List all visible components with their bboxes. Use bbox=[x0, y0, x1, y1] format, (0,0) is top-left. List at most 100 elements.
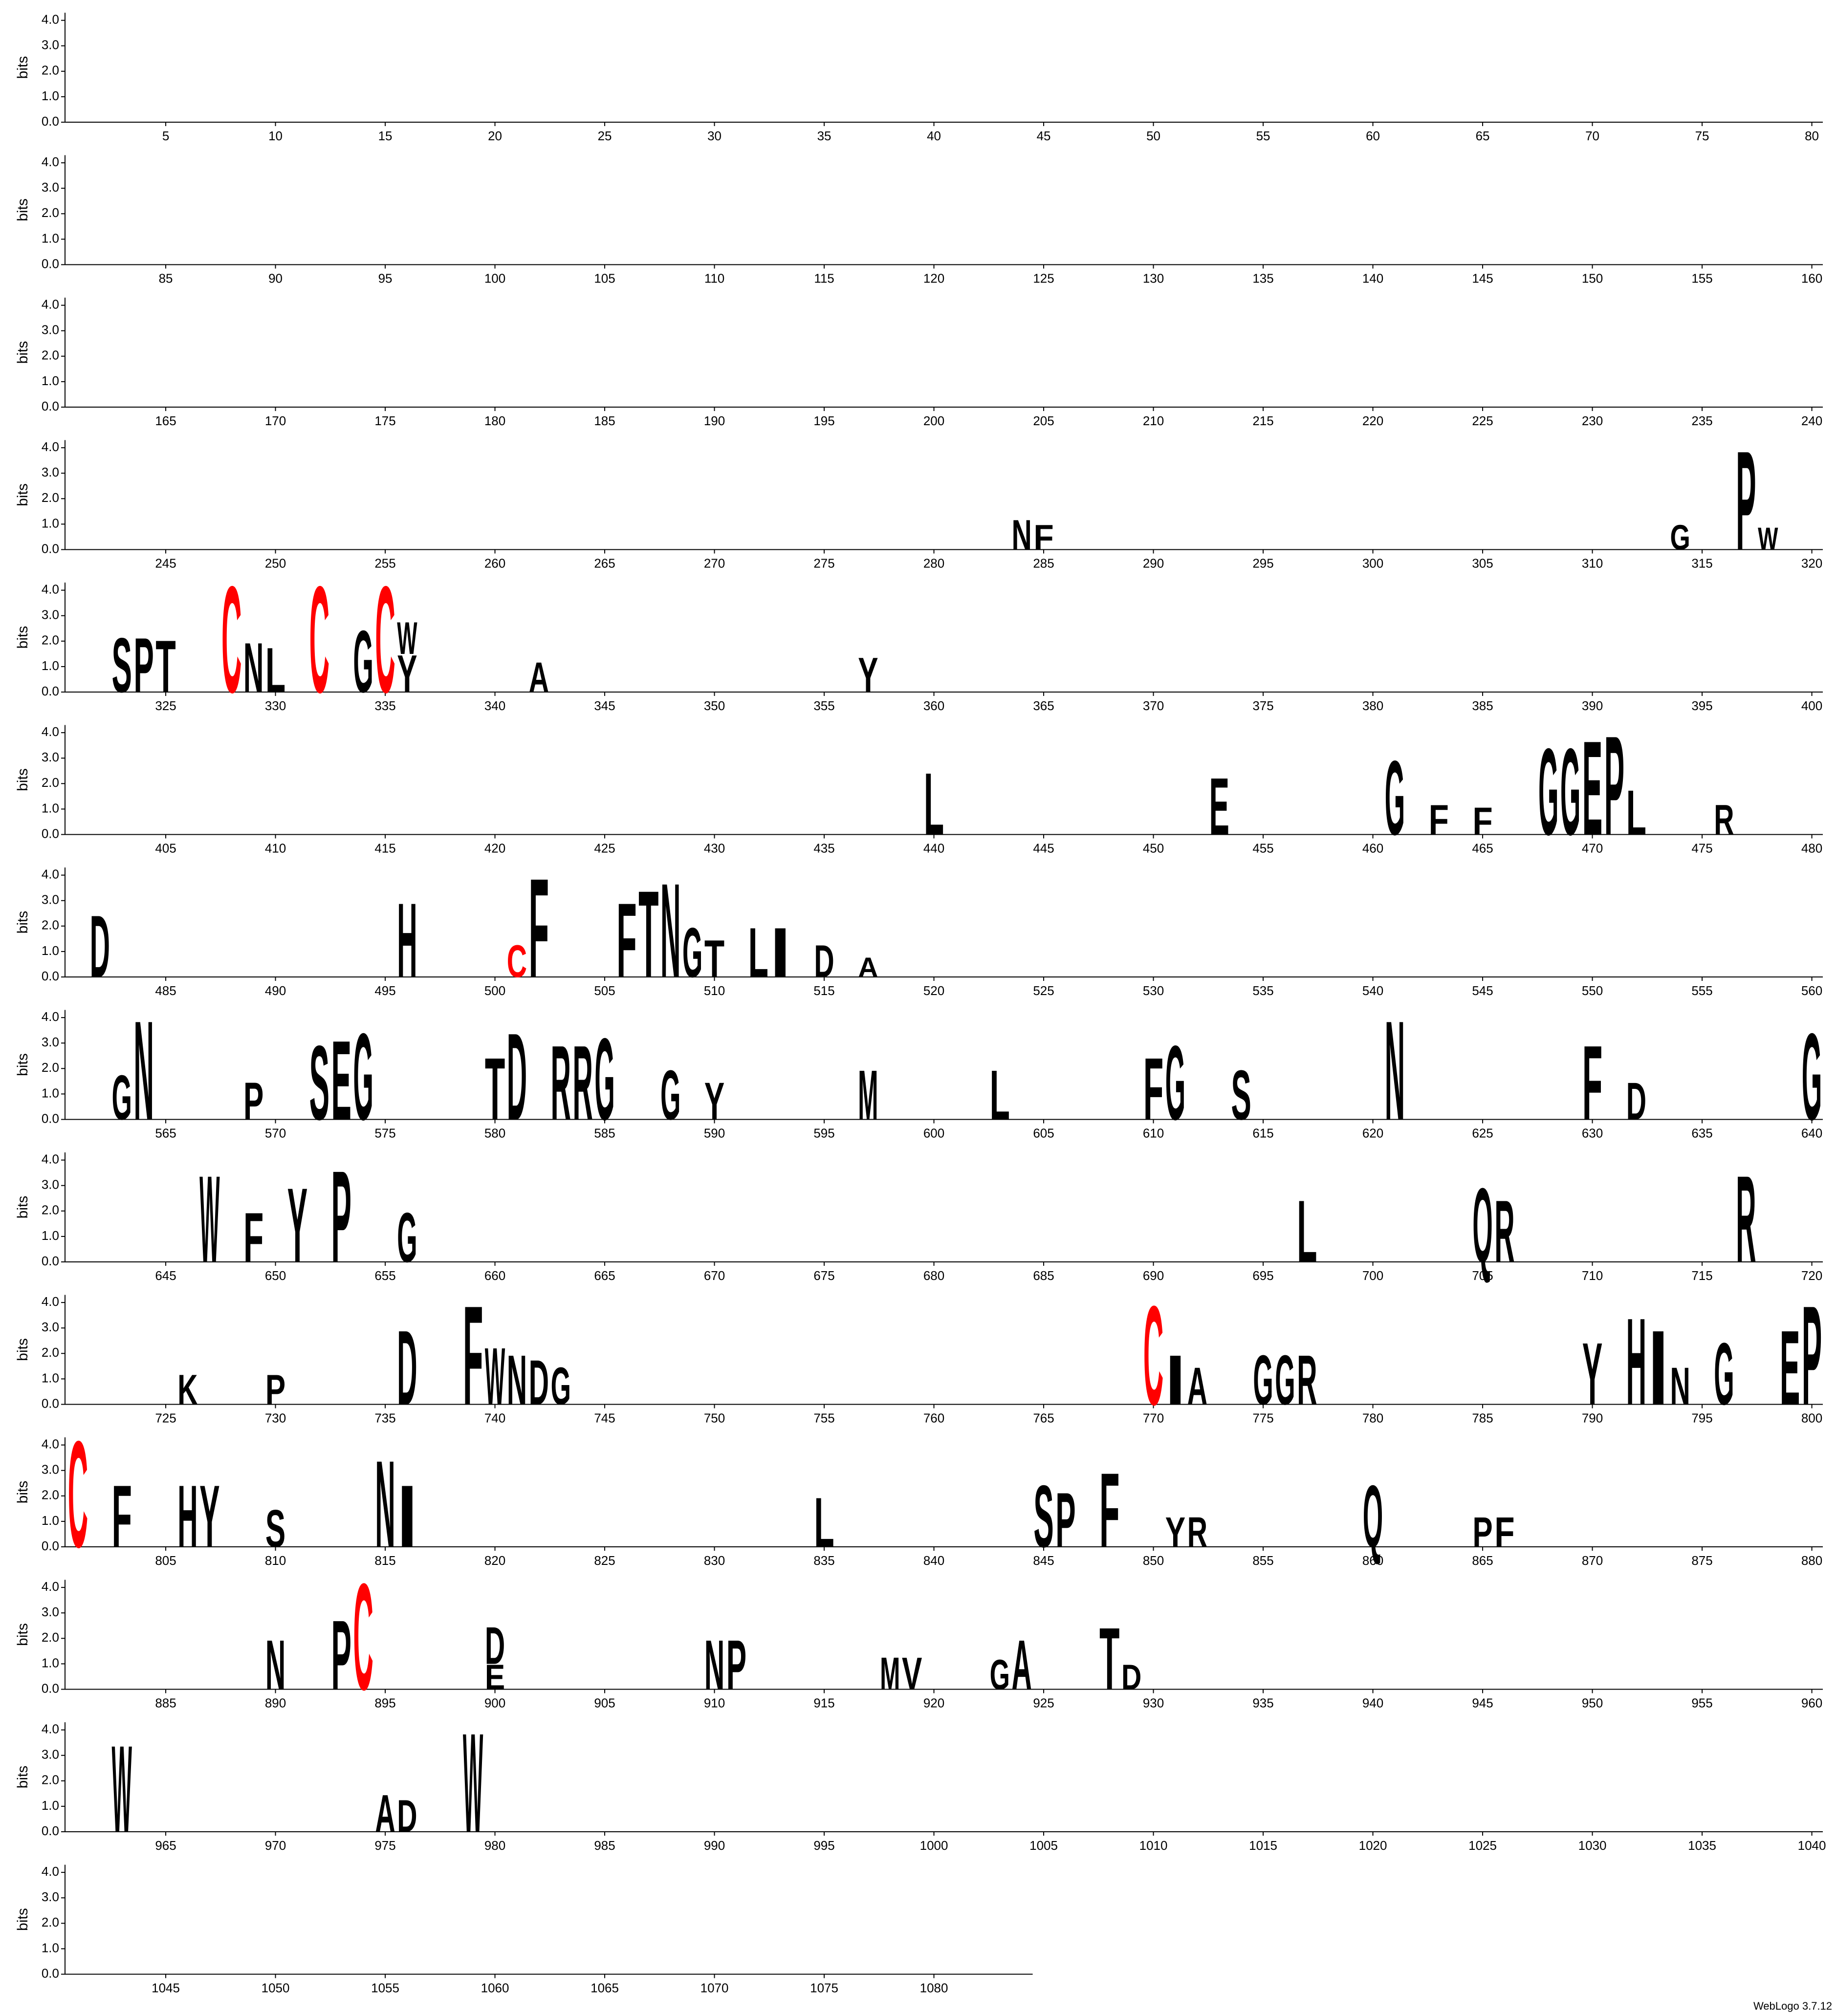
x-tick-label: 255 bbox=[374, 556, 395, 570]
x-tick-label: 580 bbox=[484, 1126, 505, 1140]
x-tick-label: 290 bbox=[1143, 556, 1164, 570]
logo-letter: F bbox=[112, 1467, 132, 1566]
logo-letter: D bbox=[529, 1347, 549, 1418]
logo-letter: L bbox=[748, 913, 768, 992]
x-tick-label: 370 bbox=[1143, 698, 1164, 713]
x-tick-label: 60 bbox=[1366, 129, 1380, 143]
logo-letter: Y bbox=[287, 1166, 307, 1284]
logo-letter: F bbox=[243, 1198, 263, 1277]
y-tick-label: 3.0 bbox=[42, 1889, 59, 1904]
x-tick-label: 895 bbox=[374, 1695, 395, 1710]
y-tick-label: 3.0 bbox=[42, 1035, 59, 1049]
logo-letter: N bbox=[1011, 511, 1031, 559]
logo-letter: F bbox=[1494, 1509, 1514, 1557]
logo-letter: N bbox=[265, 1625, 285, 1704]
y-tick-label: 4.0 bbox=[42, 297, 59, 312]
logo-letter: F bbox=[463, 1277, 483, 1434]
y-tick-label: 1.0 bbox=[42, 1513, 59, 1528]
x-tick-label: 420 bbox=[484, 841, 505, 855]
y-tick-label: 2.0 bbox=[42, 1630, 59, 1645]
y-tick-label: 1.0 bbox=[42, 658, 59, 673]
logo-letter: I bbox=[397, 1467, 417, 1566]
x-tick-label: 110 bbox=[704, 271, 724, 285]
logo-letter: T bbox=[704, 929, 724, 988]
logo-letter: I bbox=[770, 913, 790, 992]
x-tick-label: 830 bbox=[704, 1553, 725, 1568]
x-tick-label: 300 bbox=[1362, 556, 1383, 570]
x-tick-label: 150 bbox=[1582, 271, 1603, 285]
x-tick-label: 85 bbox=[159, 271, 173, 285]
logo-letter: G bbox=[1253, 1340, 1273, 1419]
x-tick-label: 455 bbox=[1252, 841, 1273, 855]
x-tick-label: 200 bbox=[923, 413, 944, 428]
y-tick-label: 0.0 bbox=[42, 256, 59, 271]
logo-letter: G bbox=[353, 1008, 373, 1147]
logo-letter: F bbox=[1099, 1451, 1119, 1569]
logo-letter: C bbox=[309, 555, 329, 725]
y-tick-label: 0.0 bbox=[42, 1681, 59, 1695]
logo-letter: G bbox=[1802, 1008, 1822, 1147]
x-tick-label: 865 bbox=[1472, 1553, 1493, 1568]
x-tick-label: 250 bbox=[265, 556, 286, 570]
x-tick-label: 725 bbox=[155, 1410, 176, 1425]
x-tick-label: 325 bbox=[155, 698, 176, 713]
x-tick-label: 770 bbox=[1143, 1410, 1164, 1425]
logo-letter: C bbox=[68, 1409, 88, 1580]
x-tick-label: 935 bbox=[1252, 1695, 1273, 1710]
x-tick-label: 145 bbox=[1472, 271, 1493, 285]
y-axis-label: bits bbox=[15, 1053, 31, 1076]
y-tick-label: 3.0 bbox=[42, 465, 59, 479]
x-tick-label: 1070 bbox=[700, 1980, 729, 1995]
logo-letter: Q bbox=[1472, 1166, 1492, 1284]
logo-letter: G bbox=[594, 1014, 614, 1144]
y-tick-label: 1.0 bbox=[42, 1228, 59, 1243]
logo-letter: K bbox=[177, 1366, 197, 1414]
x-tick-label: 645 bbox=[155, 1268, 176, 1283]
logo-letter: I bbox=[1648, 1308, 1668, 1427]
y-tick-label: 0.0 bbox=[42, 684, 59, 698]
y-tick-label: 0.0 bbox=[42, 969, 59, 983]
x-tick-label: 285 bbox=[1033, 556, 1054, 570]
x-tick-label: 710 bbox=[1582, 1268, 1603, 1283]
y-tick-label: 2.0 bbox=[42, 348, 59, 363]
x-tick-label: 195 bbox=[813, 413, 834, 428]
x-tick-label: 960 bbox=[1801, 1695, 1822, 1710]
y-axis-label: bits bbox=[15, 341, 31, 364]
logo-letter: G bbox=[682, 913, 702, 992]
logo-letter: G bbox=[1538, 723, 1558, 862]
y-tick-label: 1.0 bbox=[42, 1085, 59, 1100]
x-tick-label: 765 bbox=[1033, 1410, 1054, 1425]
x-tick-label: 820 bbox=[484, 1553, 505, 1568]
y-axis-label: bits bbox=[15, 56, 31, 79]
x-tick-label: 565 bbox=[155, 1126, 176, 1140]
logo-letter: G bbox=[1275, 1340, 1295, 1419]
x-tick-label: 940 bbox=[1362, 1695, 1383, 1710]
x-tick-label: 515 bbox=[813, 983, 834, 998]
logo-letter: G bbox=[1385, 738, 1405, 857]
x-tick-label: 410 bbox=[265, 841, 286, 855]
x-tick-label: 345 bbox=[594, 698, 615, 713]
x-tick-label: 965 bbox=[155, 1838, 176, 1853]
x-tick-label: 260 bbox=[484, 556, 505, 570]
x-tick-label: 105 bbox=[594, 271, 615, 285]
x-tick-label: 390 bbox=[1582, 698, 1603, 713]
x-tick-label: 405 bbox=[155, 841, 176, 855]
y-tick-label: 4.0 bbox=[42, 582, 59, 597]
y-tick-label: 3.0 bbox=[42, 750, 59, 764]
x-tick-label: 10 bbox=[268, 129, 283, 143]
logo-letter: F bbox=[1143, 1039, 1163, 1138]
y-axis-label: bits bbox=[15, 626, 31, 649]
logo-letter: E bbox=[485, 1658, 505, 1697]
x-tick-label: 95 bbox=[378, 271, 393, 285]
x-tick-label: 555 bbox=[1691, 983, 1712, 998]
logo-letter: A bbox=[1011, 1625, 1031, 1704]
x-tick-label: 670 bbox=[704, 1268, 725, 1283]
x-tick-label: 875 bbox=[1691, 1553, 1712, 1568]
x-tick-label: 460 bbox=[1362, 841, 1383, 855]
x-tick-label: 495 bbox=[374, 983, 395, 998]
x-tick-label: 400 bbox=[1801, 698, 1822, 713]
x-tick-label: 35 bbox=[817, 129, 831, 143]
y-tick-label: 0.0 bbox=[42, 1966, 59, 1980]
x-tick-label: 470 bbox=[1582, 841, 1603, 855]
